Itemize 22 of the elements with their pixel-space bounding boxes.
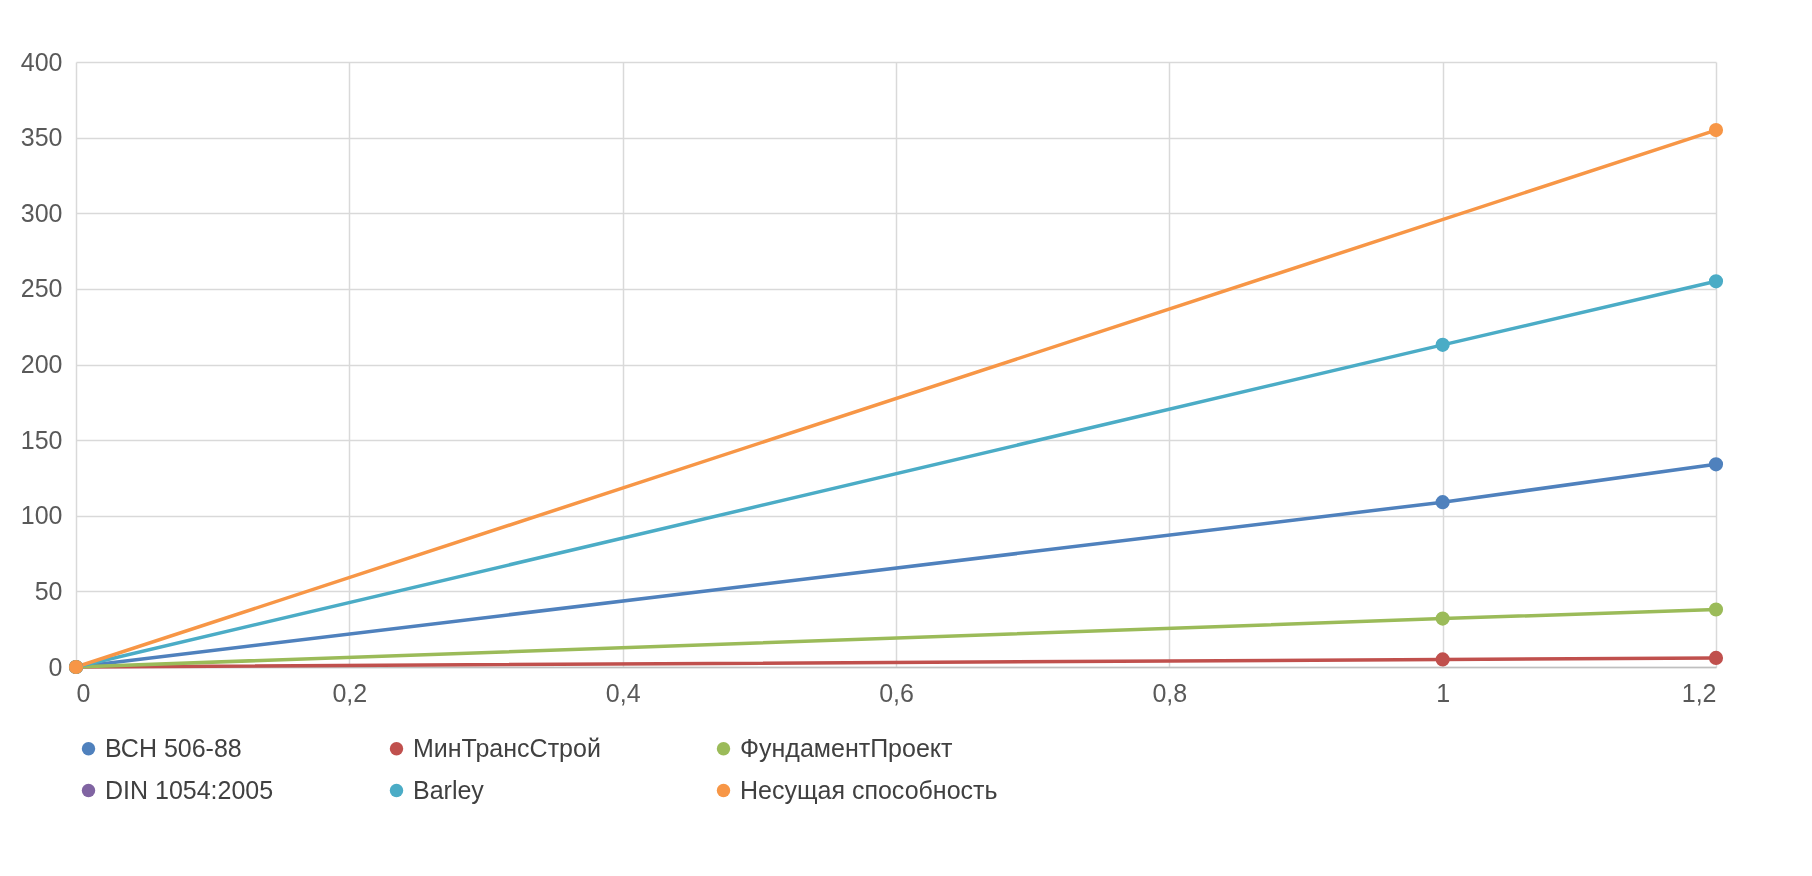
legend-label: МинТрансСтрой <box>413 733 601 762</box>
x-tick-label: 1 <box>1436 678 1451 707</box>
y-tick-label: 150 <box>20 425 63 454</box>
y-tick-label: 50 <box>34 576 63 605</box>
legend-label: ВСН 506-88 <box>105 733 242 762</box>
x-tick-label: 0,4 <box>605 678 641 707</box>
legend-label: ФундаментПроект <box>740 733 954 762</box>
x-tick-label: 0 <box>76 678 91 707</box>
x-tick-label: 0,8 <box>1152 678 1188 707</box>
y-tick-label: 400 <box>20 47 63 76</box>
legend-label: Несущая способность <box>740 775 998 804</box>
y-tick-label: 0 <box>48 652 63 681</box>
y-tick-label: 100 <box>20 501 63 530</box>
y-tick-label: 250 <box>20 274 63 303</box>
legend-label: DIN 1054:2005 <box>105 775 274 804</box>
x-tick-label: 0,2 <box>332 678 368 707</box>
legend-label: Barley <box>413 775 485 804</box>
y-tick-label: 200 <box>20 350 63 378</box>
y-tick-label: 300 <box>20 198 63 227</box>
y-tick-label: 350 <box>20 123 63 152</box>
x-tick-label: 0,6 <box>879 678 914 707</box>
x-tick-label: 1,2 <box>1681 678 1717 707</box>
